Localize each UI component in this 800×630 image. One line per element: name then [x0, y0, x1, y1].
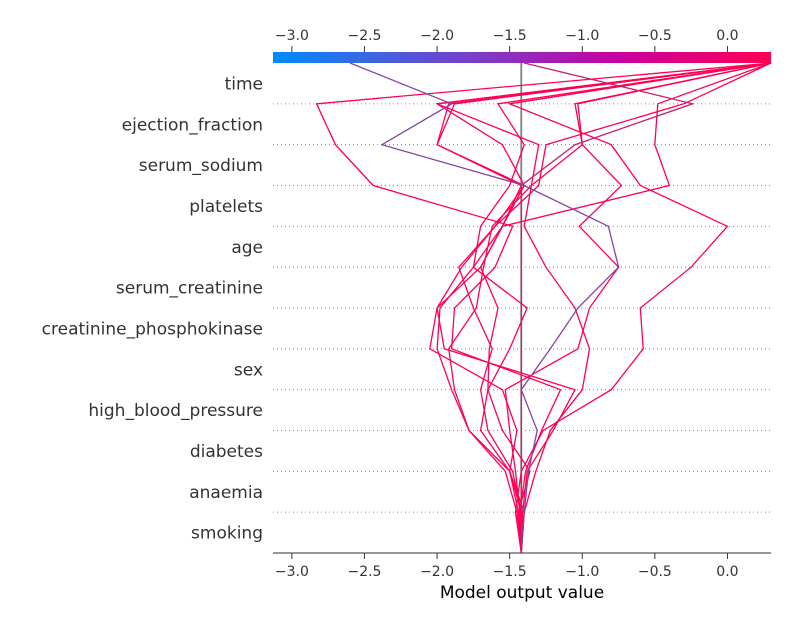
feature-label: creatinine_phosphokinase — [42, 319, 263, 339]
colorbar — [273, 52, 771, 63]
feature-labels: time ejection_fraction serum_sodiumplatele… — [42, 74, 263, 543]
colorbar-tick-label: 0.0 — [716, 28, 738, 44]
series-line — [436, 62, 772, 554]
feature-label: smoking — [191, 524, 263, 544]
x-tick-label: −0.5 — [638, 564, 672, 580]
feature-label: serum_sodium — [139, 156, 263, 176]
series-line — [458, 62, 772, 553]
colorbar-tick-label: −0.5 — [638, 28, 672, 44]
series-line — [436, 62, 772, 554]
feature-label: sex — [234, 360, 263, 380]
feature-label: time — [225, 74, 263, 94]
feature-label: serum_creatinine — [116, 279, 263, 299]
x-tick-label: −1.5 — [493, 564, 527, 580]
series-line — [520, 62, 695, 553]
series-lines — [315, 62, 772, 554]
series-line — [507, 62, 772, 554]
x-tick-label: −2.0 — [420, 564, 454, 580]
colorbar-tick-label: −1.0 — [565, 28, 599, 44]
series-line — [349, 62, 620, 554]
feature-label: ejection_fraction — [122, 115, 263, 135]
series-line — [472, 62, 772, 554]
colorbar-tick-label: −1.5 — [493, 28, 527, 44]
x-tick-label: −1.0 — [565, 564, 599, 580]
feature-label: anaemia — [189, 483, 263, 503]
x-axis-title: Model output value — [440, 583, 604, 603]
x-tick-label: −3.0 — [275, 564, 309, 580]
series-line — [436, 62, 772, 554]
series-line — [504, 62, 772, 554]
feature-label: age — [231, 238, 263, 258]
colorbar-tick-label: −3.0 — [275, 28, 309, 44]
colorbar-tick-label: −2.5 — [347, 28, 381, 44]
feature-label: platelets — [189, 197, 263, 217]
series-line — [436, 62, 772, 554]
series-line — [315, 62, 772, 554]
colorbar-ticks: −3.0 −2.5 −2.0 −1.5 −1.0 −0.5 0.0 — [275, 28, 739, 52]
feature-label: high_blood_pressure — [88, 401, 263, 421]
x-tick-label: 0.0 — [716, 564, 738, 580]
feature-label: diabetes — [190, 442, 263, 462]
x-axis-ticks: −3.0 −2.5 −2.0 −1.5 −1.0 −0.5 0.0 — [275, 553, 739, 580]
x-tick-label: −2.5 — [347, 564, 381, 580]
colorbar-tick-label: −2.0 — [420, 28, 454, 44]
